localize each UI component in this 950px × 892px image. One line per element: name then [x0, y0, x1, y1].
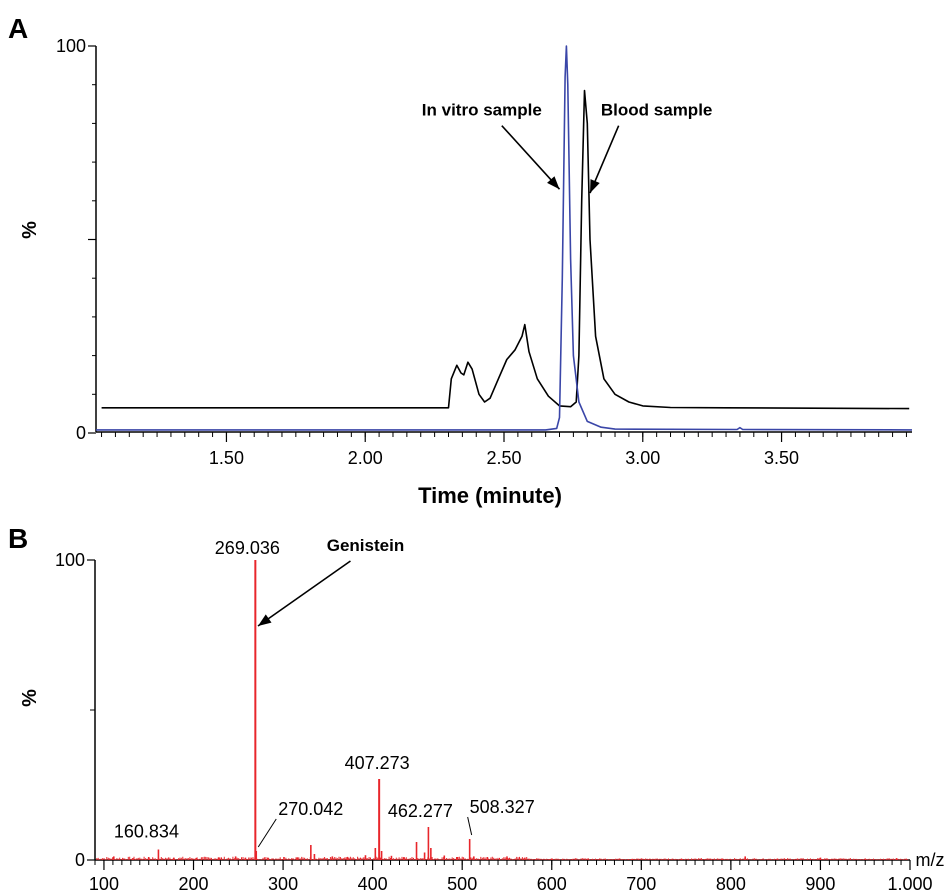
spectrum-annotation-arrowhead [258, 614, 272, 626]
spectrum-peak-leader [467, 816, 473, 836]
chromatogram-y-tick-label: 100 [56, 36, 86, 56]
spectrum-x-tick-label: 300 [268, 874, 298, 892]
spectrum-x-tick-label: 500 [447, 874, 477, 892]
spectrum-x-tick-label: 700 [626, 874, 656, 892]
spectrum-noise-baseline [96, 856, 909, 860]
spectrum-peak-label: 269.036 [215, 538, 280, 558]
spectrum-annotation-label: Genistein [327, 536, 404, 555]
spectrum-annotation-arrow [257, 560, 351, 627]
chromatogram-x-axis-title: Time (minute) [418, 483, 562, 508]
spectrum-x-tick-label: 900 [805, 874, 835, 892]
chromatogram-annotation-arrowhead [590, 179, 600, 194]
spectrum-peak-label: 270.042 [278, 799, 343, 819]
chromatogram-panel: A 0 100 1.50 2.00 2.50 3.00 3.50 In vitro samp… [8, 13, 913, 508]
spectrum-x-tick-label: 400 [358, 874, 388, 892]
chromatogram-x-tick-label: 3.50 [764, 448, 799, 468]
chromatogram-x-tick-label: 3.00 [625, 448, 660, 468]
spectrum-x-tick-label: 200 [178, 874, 208, 892]
panel-label-a: A [8, 13, 28, 44]
spectrum-x-tick-label: 800 [716, 874, 746, 892]
series-line-in-vitro-sample [96, 45, 913, 431]
chromatogram-y-axis-title: % [19, 221, 41, 239]
chromatogram-series [96, 45, 913, 431]
spectrum-annotations: Genistein [257, 536, 404, 627]
spectrum-x-tick-label: 1.000 [887, 874, 932, 892]
chromatogram-x-tick-label: 2.00 [348, 448, 383, 468]
panel-label-b: B [8, 523, 28, 554]
spectrum-y-tick-label: 0 [75, 850, 85, 870]
spectrum-x-tick-label: 600 [537, 874, 567, 892]
chromatogram-annotation-arrowhead [547, 176, 560, 190]
spectrum-y-tick-label: 100 [55, 550, 85, 570]
chromatogram-x-tick-label: 2.50 [486, 448, 521, 468]
chromatogram-annotations: In vitro sample Blood sample [422, 101, 712, 194]
chromatogram-annotation-label: Blood sample [601, 101, 712, 120]
spectrum-x-tick-label: 100 [89, 874, 119, 892]
chromatogram-ticks: 0 100 1.50 2.00 2.50 3.00 3.50 [56, 36, 907, 468]
spectrum-y-axis-title: % [19, 689, 41, 707]
chromatogram-y-tick-label: 0 [76, 423, 86, 443]
series-line-blood-sample [101, 89, 910, 410]
spectrum-peak-label: 508.327 [470, 797, 535, 817]
spectrum-peak-label: 160.834 [114, 822, 179, 842]
chromatogram-x-tick-label: 1.50 [209, 448, 244, 468]
spectrum-x-axis-title: m/z [916, 850, 945, 870]
spectrum-peak-leader [257, 818, 277, 848]
spectrum-peaks: 160.834 269.036 270.042 407.273 462.277 508.3… [96, 538, 909, 860]
spectrum-peak-label: 407.273 [345, 753, 410, 773]
chromatogram-annotation-arrow [501, 125, 561, 190]
spectrum-peak-label: 462.277 [388, 801, 453, 821]
chromatogram-annotation-label: In vitro sample [422, 101, 542, 120]
